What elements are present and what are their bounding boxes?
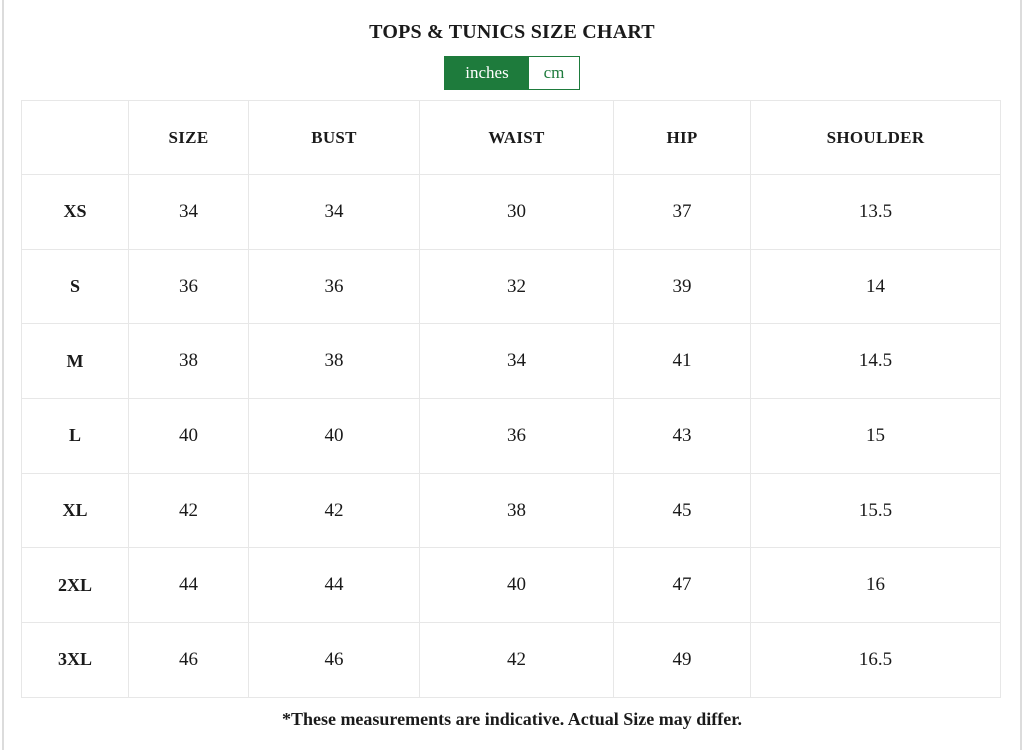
table-cell: 42 — [128, 472, 249, 549]
table-cell: 32 — [419, 248, 614, 325]
table-cell: 36 — [248, 248, 420, 325]
table-row-l: L 40 40 36 43 15 — [21, 398, 1001, 474]
table-cell: 15.5 — [750, 472, 1001, 549]
page-border-right — [1020, 0, 1022, 750]
table-cell: 16 — [750, 547, 1001, 624]
unit-toggle-inches-button[interactable]: inches — [445, 57, 529, 89]
table-cell: 38 — [419, 472, 614, 549]
row-label: XL — [21, 472, 129, 549]
row-label: XS — [21, 174, 129, 250]
table-cell: 45 — [613, 472, 751, 549]
table-cell: 37 — [613, 174, 751, 250]
table-cell: 30 — [419, 174, 614, 250]
page-border-left — [2, 0, 4, 750]
table-cell: 14 — [750, 248, 1001, 325]
row-label: 3XL — [21, 622, 129, 698]
size-chart-table: SIZE BUST WAIST HIP SHOULDER XS 34 34 30… — [21, 100, 1001, 698]
row-label: S — [21, 248, 129, 325]
row-label: 2XL — [21, 547, 129, 624]
table-cell: 14.5 — [750, 323, 1001, 400]
table-row-s: S 36 36 32 39 14 — [21, 248, 1001, 325]
unit-toggle: inches cm — [444, 56, 580, 90]
column-header-size: SIZE — [128, 100, 249, 175]
header-row: SIZE BUST WAIST HIP SHOULDER — [21, 100, 1001, 175]
table-row-xl: XL 42 42 38 45 15.5 — [21, 472, 1001, 549]
unit-toggle-wrap: inches cm — [0, 56, 1024, 90]
column-header-bust: BUST — [248, 100, 420, 175]
table-cell: 36 — [128, 248, 249, 325]
column-header-hip: HIP — [613, 100, 751, 175]
table-cell: 46 — [248, 622, 420, 698]
table-cell: 16.5 — [750, 622, 1001, 698]
row-label: M — [21, 323, 129, 400]
table-cell: 13.5 — [750, 174, 1001, 250]
table-cell: 34 — [419, 323, 614, 400]
table-cell: 15 — [750, 398, 1001, 474]
table-cell: 40 — [419, 547, 614, 624]
table-cell: 38 — [128, 323, 249, 400]
table-cell: 34 — [128, 174, 249, 250]
table-row-2xl: 2XL 44 44 40 47 16 — [21, 547, 1001, 624]
table-cell: 38 — [248, 323, 420, 400]
table-cell: 39 — [613, 248, 751, 325]
unit-toggle-cm-button[interactable]: cm — [529, 57, 579, 89]
table-row-m: M 38 38 34 41 14.5 — [21, 323, 1001, 400]
corner-cell — [21, 100, 129, 175]
table-cell: 46 — [128, 622, 249, 698]
table-cell: 41 — [613, 323, 751, 400]
table-cell: 36 — [419, 398, 614, 474]
table-cell: 42 — [248, 472, 420, 549]
table-cell: 49 — [613, 622, 751, 698]
page-title: TOPS & TUNICS SIZE CHART — [369, 21, 655, 43]
size-chart-page: TOPS & TUNICS SIZE CHART inches cm SIZE … — [0, 21, 1024, 729]
table-cell: 40 — [248, 398, 420, 474]
footnote: *These measurements are indicative. Actu… — [281, 708, 743, 729]
table-cell: 44 — [128, 547, 249, 624]
table-row-xs: XS 34 34 30 37 13.5 — [21, 174, 1001, 250]
column-header-waist: WAIST — [419, 100, 614, 175]
table-cell: 42 — [419, 622, 614, 698]
table-row-3xl: 3XL 46 46 42 49 16.5 — [21, 622, 1001, 698]
table-cell: 34 — [248, 174, 420, 250]
table-cell: 44 — [248, 547, 420, 624]
table-cell: 43 — [613, 398, 751, 474]
table-cell: 40 — [128, 398, 249, 474]
row-label: L — [21, 398, 129, 474]
table-cell: 47 — [613, 547, 751, 624]
column-header-shoulder: SHOULDER — [750, 100, 1001, 175]
